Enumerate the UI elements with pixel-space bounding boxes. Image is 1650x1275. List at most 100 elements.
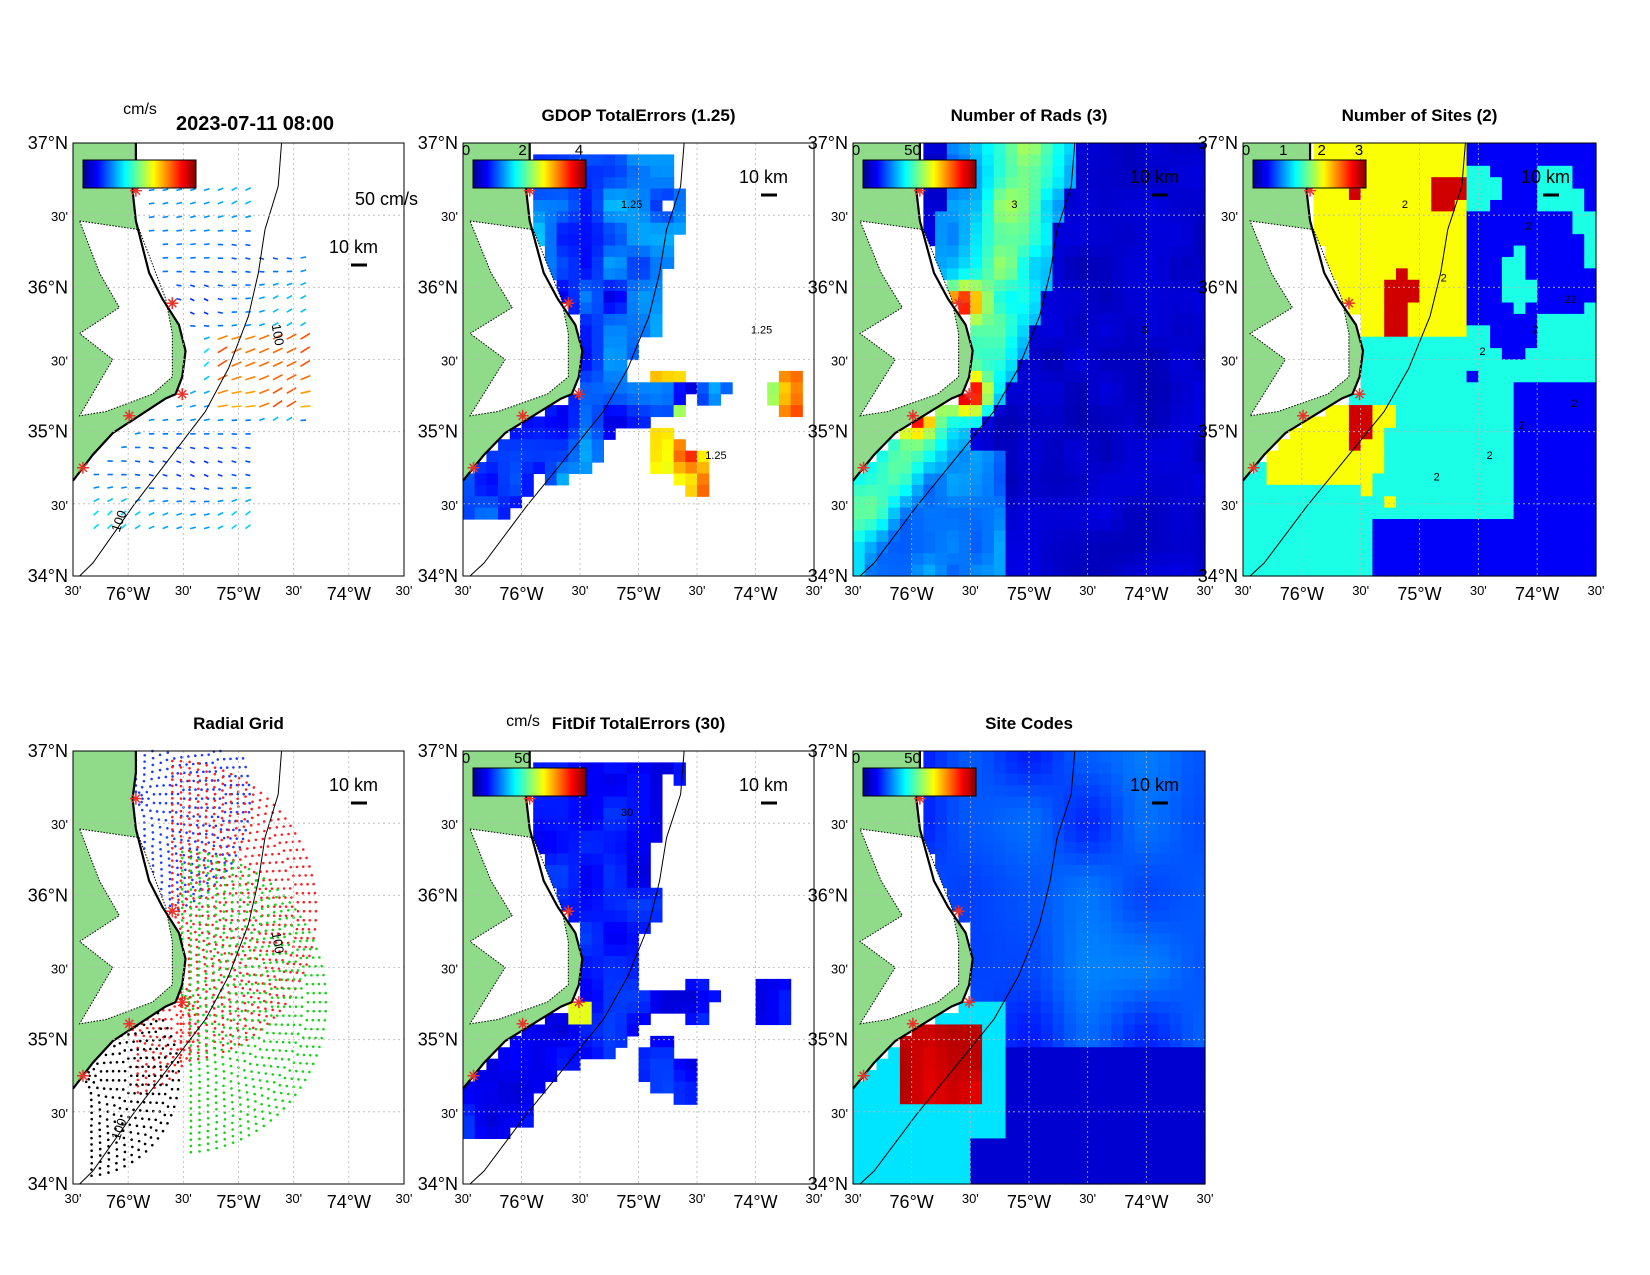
field-cell bbox=[1537, 553, 1550, 566]
field-cell bbox=[1443, 143, 1456, 155]
field-cell bbox=[1040, 553, 1054, 566]
field-cell bbox=[591, 853, 604, 866]
radial-dot bbox=[234, 774, 237, 778]
current-arrow bbox=[272, 374, 283, 381]
radial-dot bbox=[204, 815, 208, 819]
field-cell bbox=[486, 1115, 499, 1128]
radial-dot bbox=[226, 852, 229, 855]
field-cell bbox=[1384, 177, 1397, 190]
radial-dot bbox=[189, 1113, 193, 1117]
current-arrow bbox=[245, 446, 251, 449]
current-arrow bbox=[106, 523, 113, 530]
current-arrow bbox=[176, 526, 183, 530]
radial-dot bbox=[159, 854, 163, 858]
field-cell bbox=[923, 507, 936, 520]
latitude-label: 30' bbox=[441, 817, 458, 832]
field-cell bbox=[650, 427, 663, 440]
field-cell bbox=[1384, 222, 1397, 235]
field-cell bbox=[982, 484, 995, 497]
field-cell bbox=[1111, 313, 1124, 326]
field-cell bbox=[521, 1070, 534, 1083]
field-cell bbox=[1537, 564, 1550, 577]
radial-dot bbox=[179, 816, 183, 819]
radial-dot bbox=[254, 1115, 257, 1119]
field-cell bbox=[521, 1035, 534, 1048]
radial-dot bbox=[179, 841, 183, 844]
radial-dot bbox=[252, 916, 256, 919]
radial-dot bbox=[278, 969, 282, 973]
colorbar-tick-label: 50 bbox=[904, 142, 921, 159]
field-cell bbox=[1111, 462, 1124, 475]
field-cell bbox=[1395, 279, 1409, 292]
radial-dot bbox=[244, 1018, 248, 1022]
field-cell bbox=[591, 313, 604, 326]
radial-dot bbox=[299, 939, 302, 943]
radial-dot bbox=[221, 775, 225, 779]
field-cell bbox=[1466, 439, 1479, 452]
field-cell bbox=[1478, 359, 1491, 372]
field-cell bbox=[1181, 427, 1194, 440]
colorbar-tick-label: 3 bbox=[1355, 142, 1363, 159]
field-cell bbox=[568, 245, 581, 258]
radial-dot bbox=[279, 1091, 283, 1095]
field-cell bbox=[1560, 177, 1574, 190]
radial-dot bbox=[205, 943, 209, 947]
field-cell bbox=[1513, 256, 1526, 269]
field-cell bbox=[1501, 507, 1515, 520]
field-cell bbox=[1146, 325, 1159, 338]
radial-dot bbox=[229, 786, 232, 789]
radial-dot bbox=[134, 790, 138, 794]
field-cell bbox=[533, 807, 546, 820]
field-cell bbox=[1029, 234, 1042, 247]
field-cell bbox=[1169, 313, 1183, 326]
field-cell bbox=[1181, 439, 1194, 452]
field-cell bbox=[1490, 211, 1503, 224]
radial-dot bbox=[224, 1034, 228, 1037]
radial-dot bbox=[188, 823, 192, 827]
field-cell bbox=[1419, 507, 1432, 520]
radial-dot bbox=[216, 836, 220, 840]
field-cell bbox=[1525, 450, 1538, 463]
field-cell bbox=[521, 1104, 534, 1117]
radial-dot bbox=[198, 960, 201, 963]
field-cell bbox=[1266, 519, 1279, 532]
radial-dot bbox=[214, 987, 218, 990]
radial-dot bbox=[248, 1062, 252, 1066]
radial-dot bbox=[312, 882, 315, 886]
field-cell bbox=[1407, 302, 1421, 315]
field-cell bbox=[626, 177, 640, 190]
radial-dot bbox=[198, 923, 202, 926]
radial-dot bbox=[152, 793, 156, 796]
radial-dot bbox=[228, 819, 231, 823]
radial-dot bbox=[138, 1155, 141, 1159]
field-cell bbox=[1560, 473, 1574, 486]
radial-dot bbox=[296, 948, 299, 951]
field-cell bbox=[1099, 154, 1112, 167]
radial-dot bbox=[212, 840, 216, 844]
field-cell bbox=[580, 864, 593, 877]
radial-dot bbox=[278, 1049, 282, 1052]
field-cell bbox=[1454, 165, 1468, 178]
field-cell bbox=[650, 211, 663, 224]
current-arrow bbox=[162, 215, 169, 219]
radial-dot bbox=[214, 852, 218, 856]
radial-dot bbox=[215, 1140, 218, 1144]
field-cell bbox=[1466, 154, 1479, 167]
radial-dot bbox=[97, 1094, 100, 1097]
field-cell bbox=[638, 405, 651, 418]
radial-dot bbox=[258, 991, 262, 995]
radial-dot bbox=[260, 907, 264, 911]
field-cell bbox=[1584, 473, 1597, 486]
radial-dot bbox=[123, 1150, 127, 1154]
current-arrow bbox=[286, 321, 293, 327]
current-arrow bbox=[162, 525, 169, 530]
radial-dot bbox=[308, 930, 311, 934]
field-cell bbox=[982, 416, 995, 429]
field-cell bbox=[1158, 484, 1171, 497]
radial-dot bbox=[160, 867, 163, 871]
field-cell bbox=[1181, 177, 1194, 190]
field-cell bbox=[853, 1161, 866, 1174]
field-cell bbox=[778, 1013, 792, 1026]
field-cell bbox=[1466, 496, 1479, 509]
field-cell bbox=[580, 279, 593, 292]
